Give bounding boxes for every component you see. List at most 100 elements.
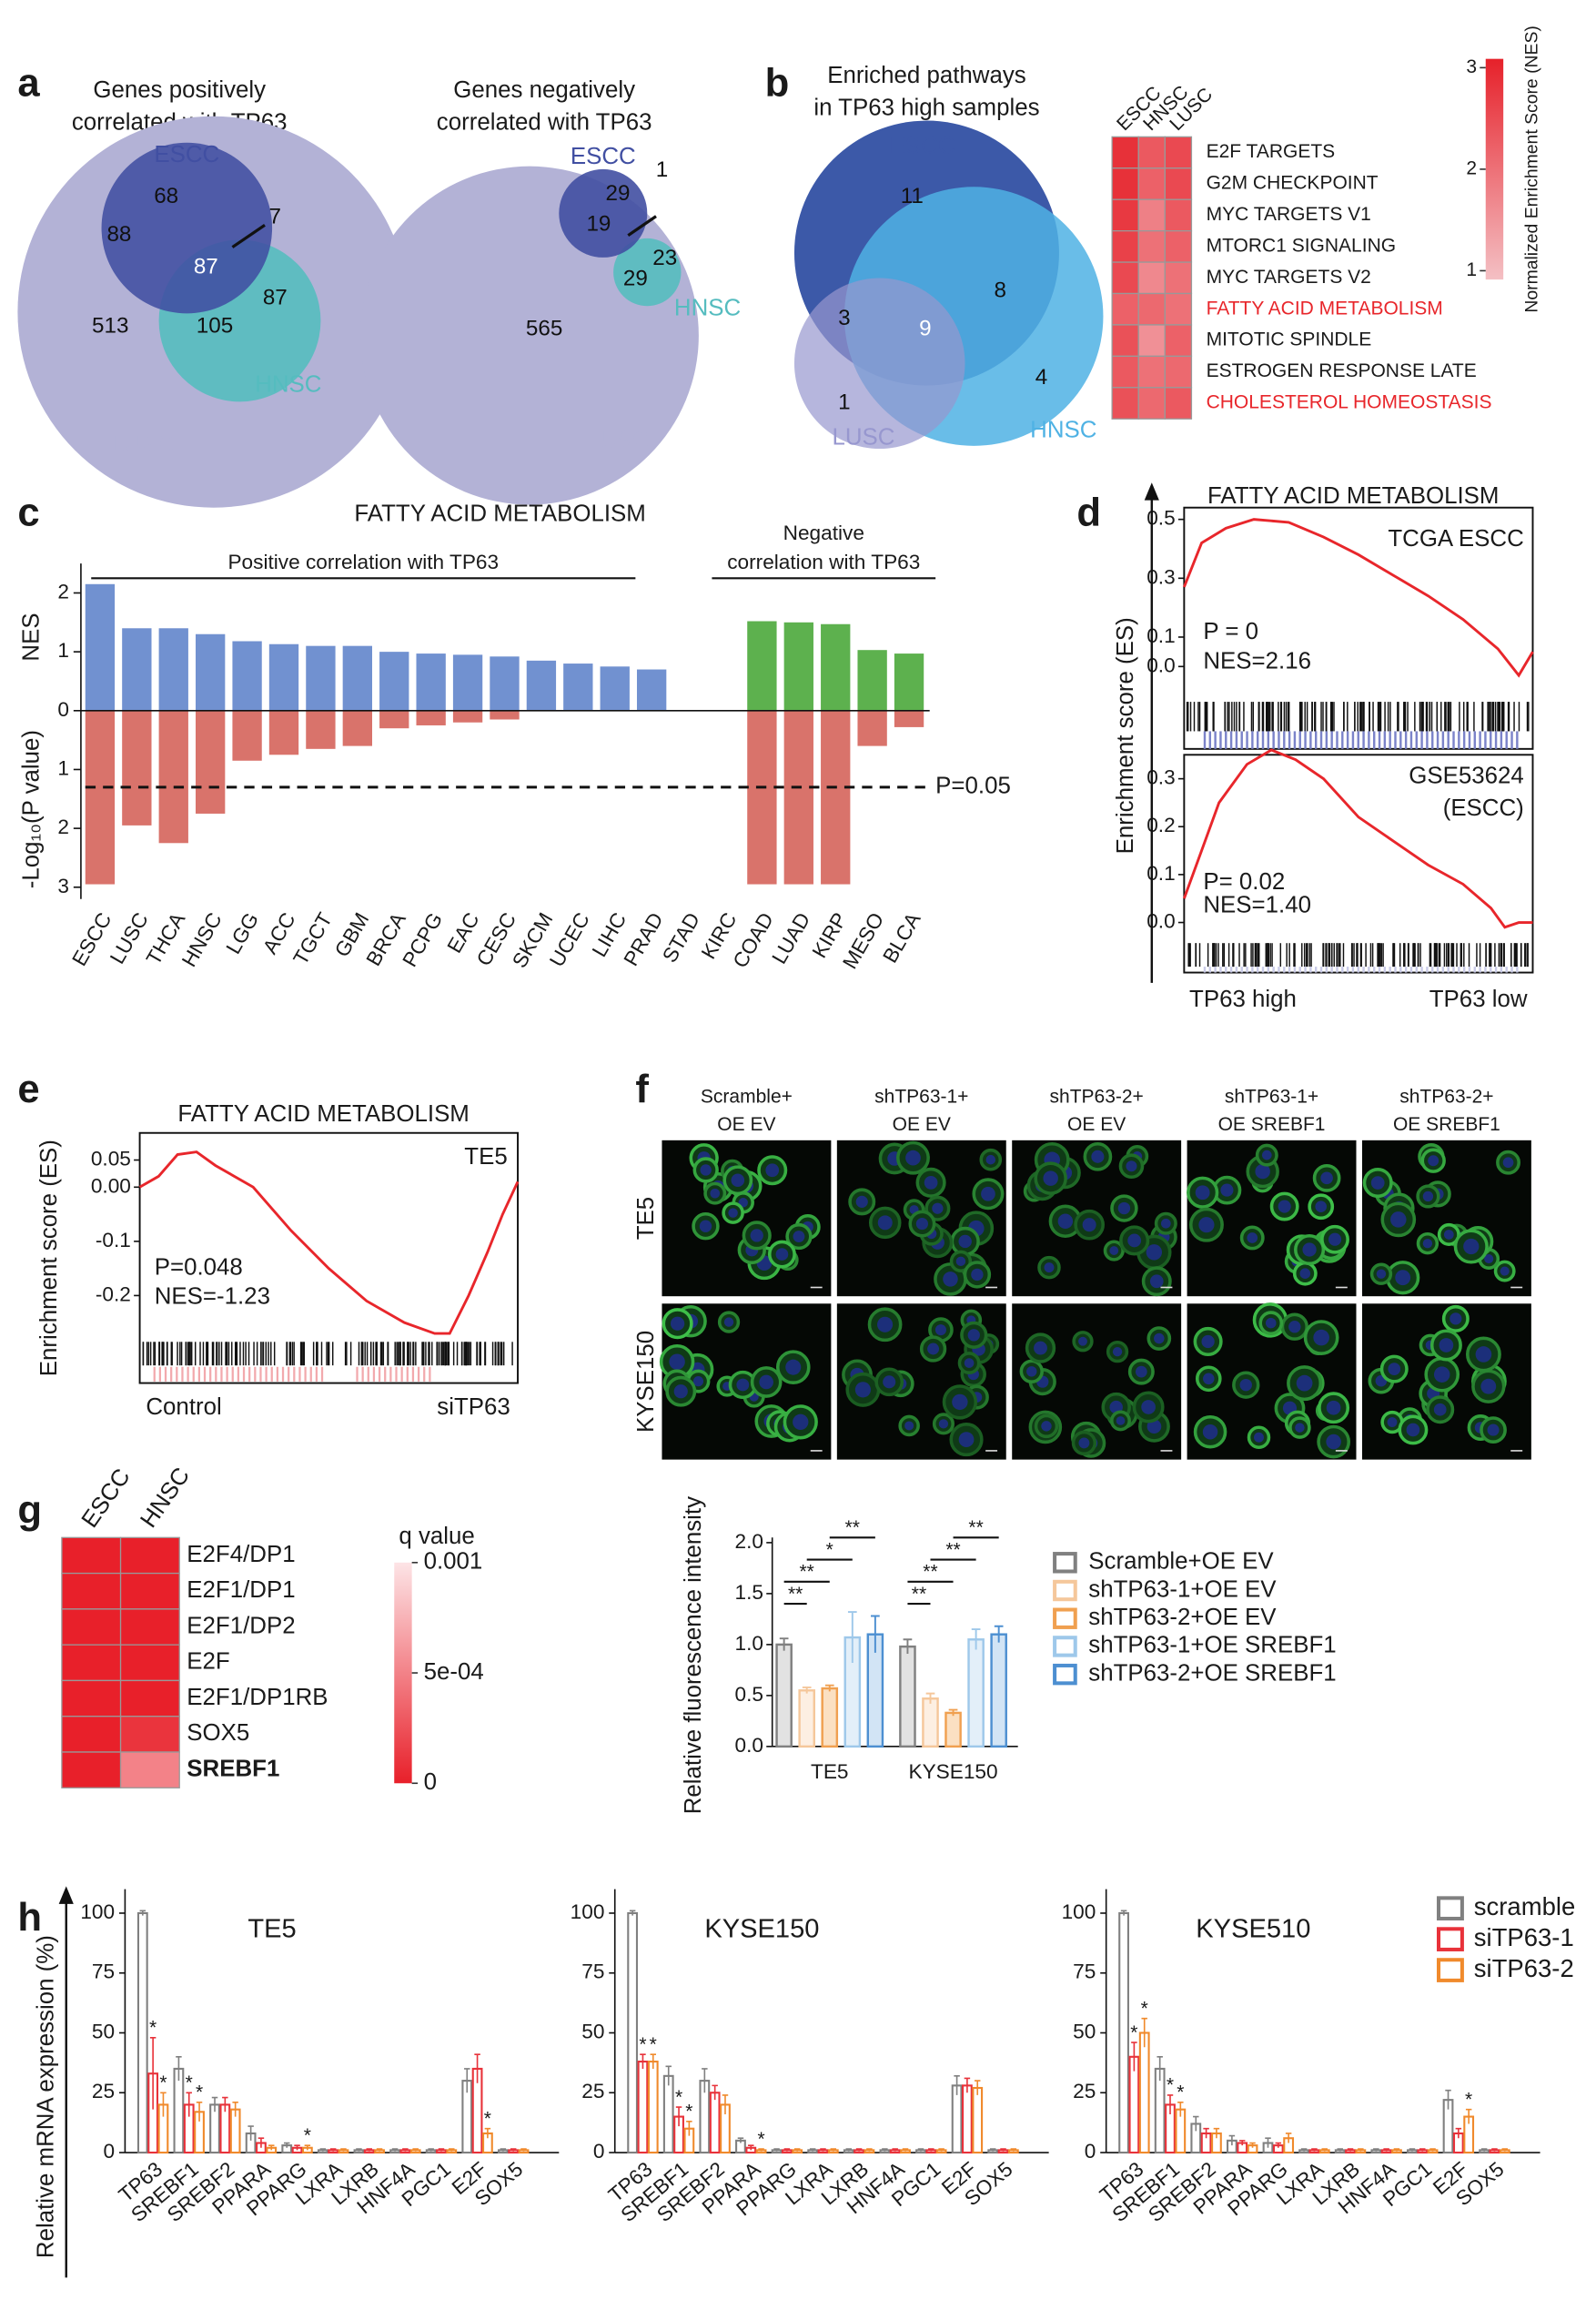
venn-set-label: HNSC <box>674 295 741 320</box>
heatmap-cell <box>119 1679 180 1717</box>
nucleus <box>1149 1274 1164 1289</box>
y-tick-label: 1 <box>57 639 69 662</box>
error-bar <box>1213 2127 1220 2139</box>
y-tick-label: 50 <box>1073 2020 1096 2042</box>
error-bar <box>665 2065 672 2086</box>
nucleus <box>1315 1201 1328 1213</box>
stat-label: NES=-1.23 <box>155 1284 270 1310</box>
plot-frame <box>138 1131 520 1384</box>
bar <box>452 654 483 711</box>
error-bar <box>824 1684 834 1692</box>
venn-title: correlated with TP63 <box>437 110 652 136</box>
heatmap-cell <box>1111 261 1139 295</box>
nucleus <box>905 1150 921 1166</box>
heatmap-cell <box>1137 292 1166 326</box>
bar <box>821 1687 839 1748</box>
nucleus <box>1433 1366 1450 1383</box>
nucleus <box>1422 1238 1433 1249</box>
nucleus <box>967 1329 980 1342</box>
nucleus <box>759 1374 773 1390</box>
column-label: OE SREBF1 <box>1218 1114 1326 1135</box>
venn-set-label: LUSC <box>586 428 649 453</box>
venn-count: 1 <box>656 157 668 182</box>
error-bar <box>464 2068 470 2093</box>
legend-label: shTP63-1+OE EV <box>1088 1576 1277 1602</box>
error-bar <box>340 2148 347 2152</box>
plot-label: TE5 <box>464 1144 507 1170</box>
panel-letter: e <box>17 1067 39 1111</box>
heatmap-cell <box>1137 387 1166 420</box>
venn-title: Genes negatively <box>453 77 635 103</box>
panel-letter: g <box>17 1487 42 1532</box>
row-label: E2F TARGETS <box>1207 141 1336 162</box>
y-axis-label: NES <box>18 613 44 661</box>
colorbar <box>1485 58 1504 280</box>
row-label: E2F <box>187 1649 229 1675</box>
venn-circle <box>793 278 965 450</box>
panel-letter: c <box>17 490 39 534</box>
significance-label: ** <box>788 1584 803 1605</box>
heatmap-cell <box>1111 167 1139 200</box>
bar <box>85 583 116 711</box>
nucleus <box>904 1421 914 1431</box>
row-label: E2F1/DP1 <box>187 1577 295 1603</box>
nucleus <box>1326 1400 1341 1415</box>
nucleus <box>1450 1312 1462 1325</box>
error-bar <box>871 1615 880 1653</box>
nucleus <box>1484 1253 1494 1264</box>
nucleus <box>854 1382 871 1398</box>
group-label: correlation with TP63 <box>727 551 920 573</box>
error-bar <box>268 2144 275 2151</box>
bar <box>122 710 152 826</box>
error-bar <box>629 1910 636 1916</box>
x-tick-label: KYSE150 <box>908 1760 997 1783</box>
nucleus <box>1044 1262 1055 1273</box>
nucleus <box>700 1164 712 1176</box>
bar <box>416 710 446 725</box>
bar <box>857 710 887 746</box>
stat-label: NES=1.40 <box>1203 893 1311 918</box>
nucleus <box>855 1195 868 1208</box>
error-bar <box>139 1910 146 1916</box>
bar <box>637 2061 649 2154</box>
heatmap-cell <box>119 1608 180 1646</box>
error-bar <box>258 2137 265 2148</box>
legend-label: siTP63-1 <box>1474 1923 1574 1951</box>
nucleus <box>1502 1157 1514 1169</box>
bar <box>342 645 372 711</box>
nucleus <box>943 1272 958 1287</box>
heatmap-cell <box>1111 324 1139 358</box>
nucleus <box>955 1256 966 1267</box>
colorbar <box>394 1562 412 1784</box>
nucleus <box>1395 1270 1411 1286</box>
error-bar <box>520 2148 527 2152</box>
plot-label: GSE53624 <box>1409 763 1524 788</box>
venn-title: in TP63 high samples <box>813 95 1039 120</box>
row-label: FATTY ACID METABOLISM <box>1207 298 1443 319</box>
nucleus <box>1247 1232 1258 1243</box>
nucleus <box>710 1188 721 1199</box>
nucleus <box>1127 1233 1142 1248</box>
nucleus <box>1146 1419 1162 1434</box>
nucleus <box>1203 1373 1215 1385</box>
significance-label: ** <box>912 1584 926 1605</box>
error-bar <box>1321 2148 1328 2152</box>
heatmap-cell <box>61 1679 122 1717</box>
colorbar-tick-label: 0.001 <box>424 1549 483 1575</box>
stat-label: P = 0 <box>1203 619 1258 644</box>
error-bar <box>640 2053 646 2069</box>
y-tick-label: 0.5 <box>735 1683 763 1706</box>
venn-count: 19 <box>586 212 611 237</box>
venn-count: 68 <box>154 184 178 208</box>
error-bar <box>989 2148 996 2152</box>
error-bar <box>974 2080 981 2095</box>
bar <box>268 643 299 711</box>
column-label: shTP63-1+ <box>1225 1087 1318 1108</box>
error-bar <box>1337 2148 1343 2152</box>
nucleus <box>723 1317 734 1327</box>
y-tick-label: 0 <box>593 2140 605 2163</box>
error-bar <box>903 1638 913 1654</box>
venn-count: 105 <box>197 313 233 338</box>
bar <box>306 645 336 711</box>
error-bar <box>1429 2148 1436 2152</box>
